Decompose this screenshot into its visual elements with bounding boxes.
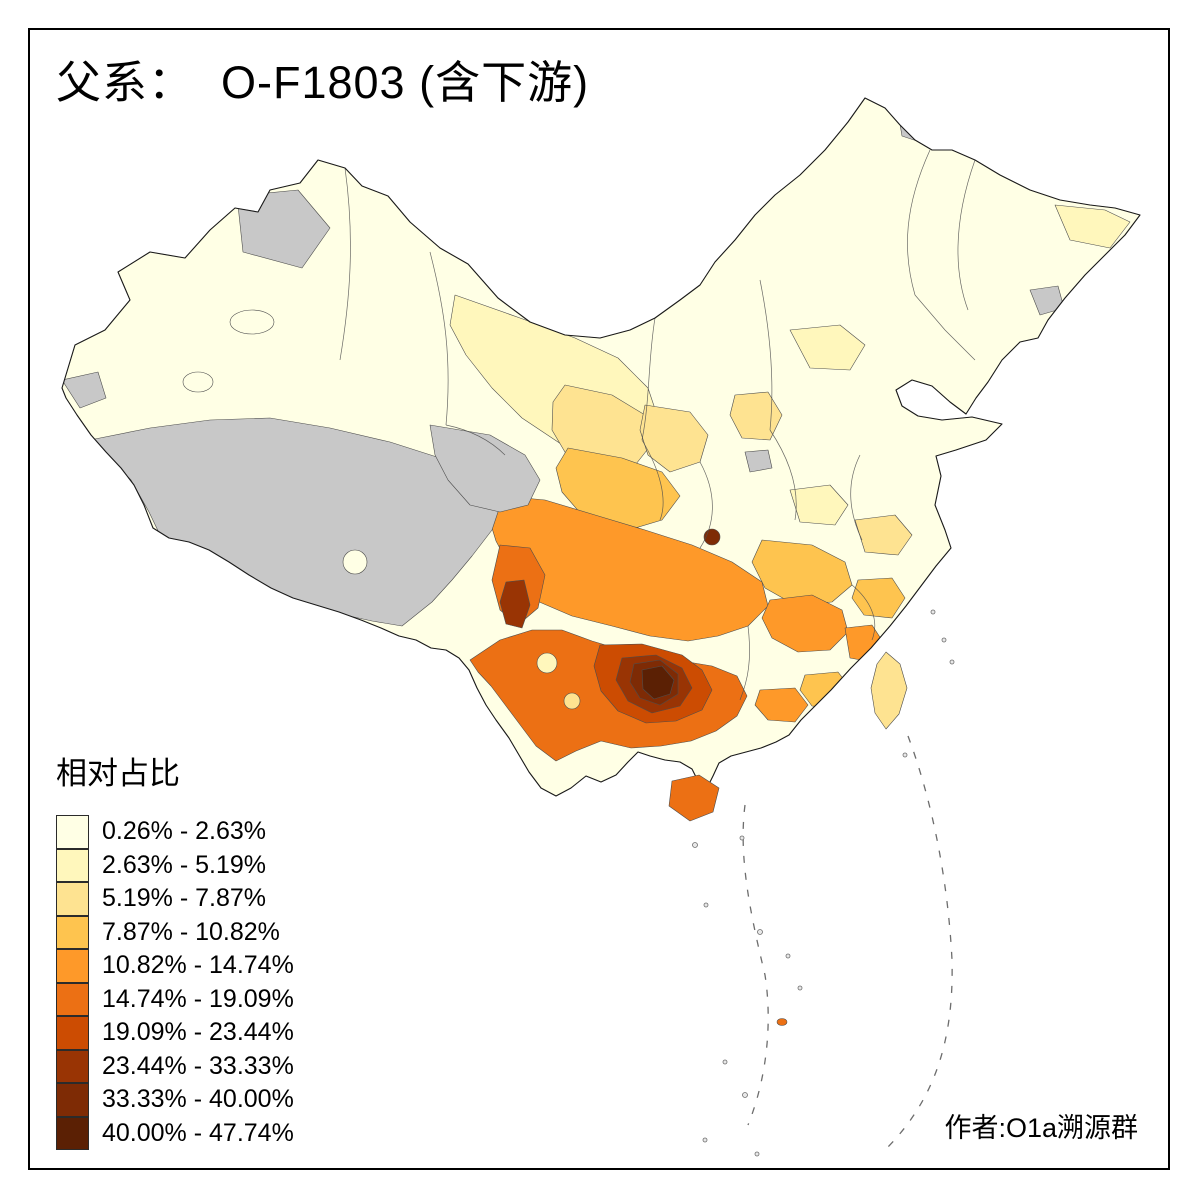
legend-swatch xyxy=(56,1049,89,1083)
legend-row: 14.74% - 19.09% xyxy=(56,982,294,1016)
legend-swatch xyxy=(56,982,89,1016)
province-boundaries xyxy=(339,149,976,701)
legend-swatch xyxy=(56,1116,89,1150)
legend-swatch xyxy=(56,815,89,849)
legend-label: 5.19% - 7.87% xyxy=(102,884,266,913)
legend-row: 40.00% - 47.74% xyxy=(56,1116,294,1150)
legend-entries: 0.26% - 2.63% 2.63% - 5.19% 5.19% - 7.87% 7… xyxy=(56,815,294,1150)
page-title: 父系： O-F1803 (含下游) xyxy=(56,57,590,108)
legend-row: 7.87% - 10.82% xyxy=(56,915,294,949)
national-border-outline xyxy=(61,97,1141,797)
legend-row: 19.09% - 23.44% xyxy=(56,1016,294,1050)
legend-row: 10.82% - 14.74% xyxy=(56,949,294,983)
legend-swatch xyxy=(56,915,89,949)
legend-label: 14.74% - 19.09% xyxy=(102,984,294,1013)
choropleth-patches xyxy=(449,204,1131,762)
legend-label: 0.26% - 2.63% xyxy=(102,817,266,846)
legend-row: 5.19% - 7.87% xyxy=(56,882,294,916)
legend-label: 33.33% - 40.00% xyxy=(102,1085,294,1114)
legend-label: 19.09% - 23.44% xyxy=(102,1018,294,1047)
legend-title: 相对占比 xyxy=(56,756,180,791)
legend-row: 33.33% - 40.00% xyxy=(56,1083,294,1117)
no-data-patches xyxy=(62,98,1065,627)
legend-label: 10.82% - 14.74% xyxy=(102,951,294,980)
hainan-island xyxy=(668,774,720,822)
legend-label: 2.63% - 5.19% xyxy=(102,850,266,879)
legend-row: 23.44% - 33.33% xyxy=(56,1049,294,1083)
sea-islands xyxy=(692,609,955,1157)
legend-swatch xyxy=(56,1083,89,1117)
legend: 相对占比 0.26% - 2.63% 2.63% - 5.19% 5.19% - 7… xyxy=(56,748,294,1150)
legend-row: 0.26% - 2.63% xyxy=(56,815,294,849)
south-china-sea-boundary xyxy=(742,735,953,1151)
legend-swatch xyxy=(56,1016,89,1050)
legend-swatch xyxy=(56,882,89,916)
legend-label: 23.44% - 33.33% xyxy=(102,1051,294,1080)
taiwan-island xyxy=(870,651,908,730)
legend-swatch xyxy=(56,848,89,882)
attribution: 作者:O1a溯源群 xyxy=(944,1113,1138,1143)
legend-label: 7.87% - 10.82% xyxy=(102,917,280,946)
pratas-island-orange-dot xyxy=(776,1018,788,1026)
legend-row: 2.63% - 5.19% xyxy=(56,848,294,882)
legend-swatch xyxy=(56,949,89,983)
legend-label: 40.00% - 47.74% xyxy=(102,1118,294,1147)
